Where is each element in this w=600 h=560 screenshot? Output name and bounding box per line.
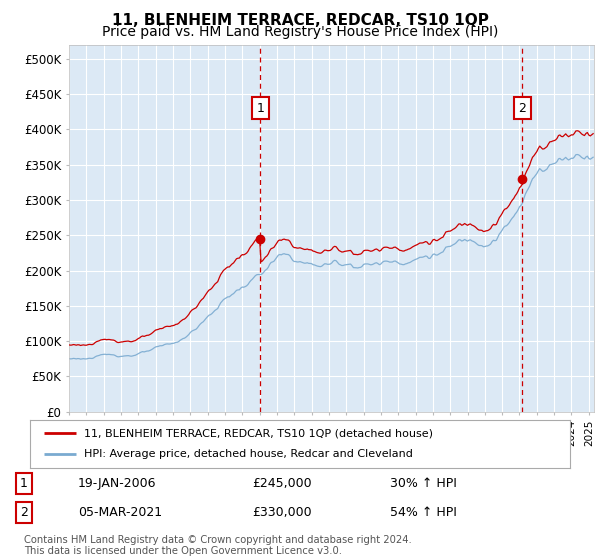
Text: HPI: Average price, detached house, Redcar and Cleveland: HPI: Average price, detached house, Redc…	[84, 449, 413, 459]
Text: £245,000: £245,000	[252, 477, 311, 490]
Text: 05-MAR-2021: 05-MAR-2021	[78, 506, 162, 519]
Text: 54% ↑ HPI: 54% ↑ HPI	[390, 506, 457, 519]
Text: 1: 1	[257, 102, 265, 115]
Text: 30% ↑ HPI: 30% ↑ HPI	[390, 477, 457, 490]
Text: 1: 1	[20, 477, 28, 490]
Text: 19-JAN-2006: 19-JAN-2006	[78, 477, 157, 490]
Text: 2: 2	[518, 102, 526, 115]
Text: 2: 2	[20, 506, 28, 519]
Text: 11, BLENHEIM TERRACE, REDCAR, TS10 1QP (detached house): 11, BLENHEIM TERRACE, REDCAR, TS10 1QP (…	[84, 428, 433, 438]
Text: Price paid vs. HM Land Registry's House Price Index (HPI): Price paid vs. HM Land Registry's House …	[102, 25, 498, 39]
Text: Contains HM Land Registry data © Crown copyright and database right 2024.
This d: Contains HM Land Registry data © Crown c…	[24, 535, 412, 557]
Text: £330,000: £330,000	[252, 506, 311, 519]
Text: 11, BLENHEIM TERRACE, REDCAR, TS10 1QP: 11, BLENHEIM TERRACE, REDCAR, TS10 1QP	[112, 13, 488, 28]
